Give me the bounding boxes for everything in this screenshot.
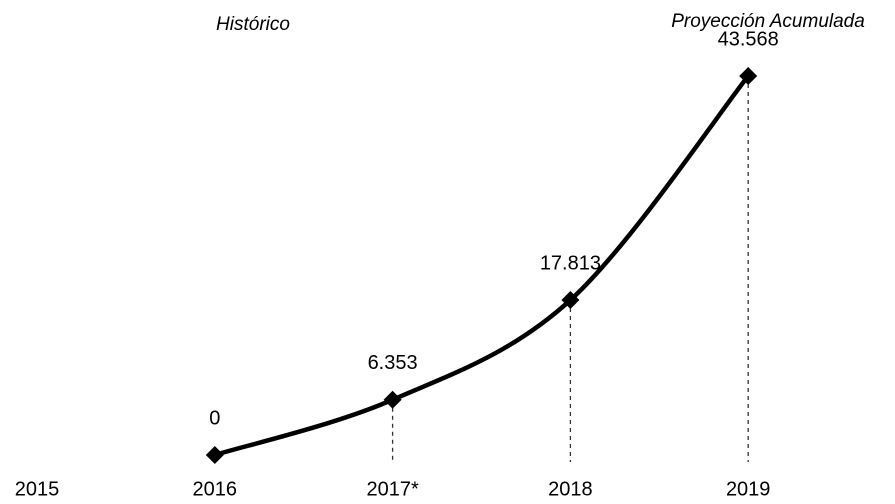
marker [561, 291, 580, 310]
x-tick-label: 2015 [15, 478, 60, 500]
marker [383, 390, 402, 409]
marker [205, 446, 224, 464]
data-label: 17.813 [540, 252, 601, 274]
x-tick-label: 2016 [193, 478, 238, 500]
x-tick-label: 2017* [366, 478, 418, 500]
data-label: 6.353 [368, 352, 418, 374]
marker [739, 67, 758, 85]
data-label: 43.568 [718, 28, 779, 50]
x-tick-label: 2019 [726, 478, 771, 500]
annotation: Proyección Acumulada [671, 11, 865, 32]
line [214, 74, 750, 458]
x-tick-label: 2018 [548, 478, 593, 500]
annotation: Histórico [216, 14, 290, 35]
data-label: 0 [209, 407, 220, 429]
